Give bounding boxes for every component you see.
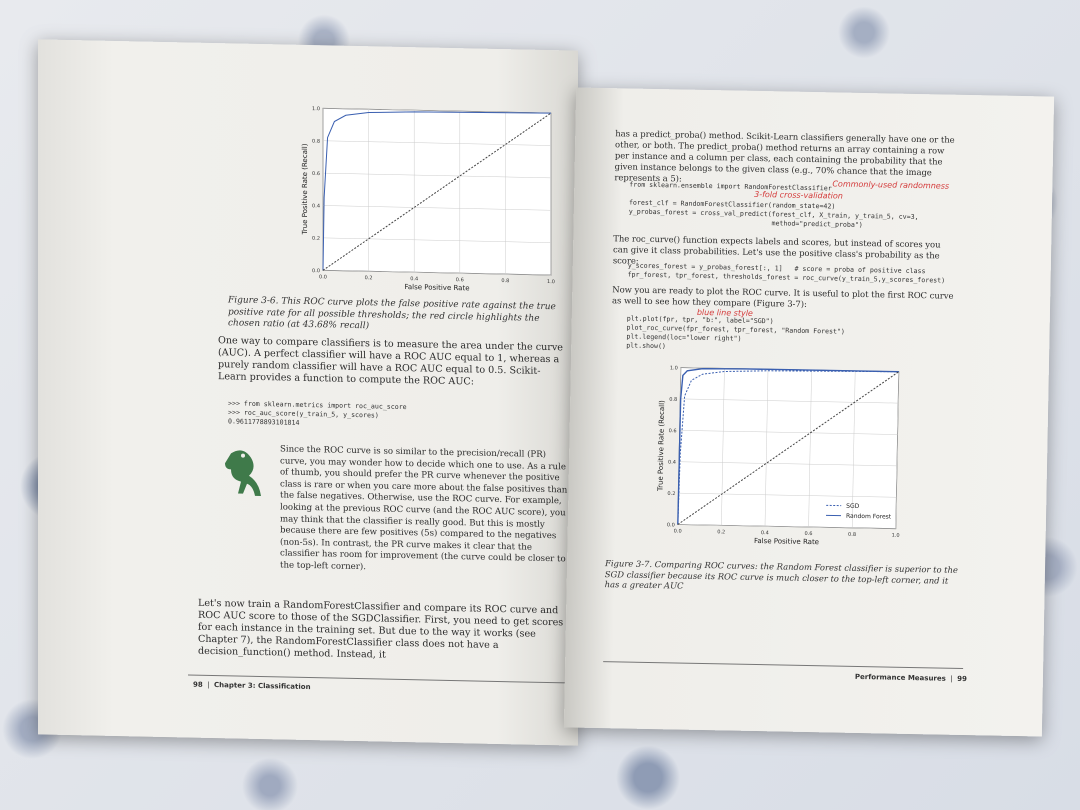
y-axis-label: True Positive Rate (Recall) [656,400,666,492]
series-line-random-forest [677,368,899,525]
series-line [322,111,552,271]
roc-chart-figure-3-6: 0.00.0 0.2 0.2 0.4 0.4 0.6 0.6 0.8 0.8 1.0 1.0 Fals… [301,106,555,292]
series-line [322,112,552,271]
grid-line [323,140,551,146]
x-tick-label: 0.8 [848,532,856,538]
x-tick-label: 0.8 [501,278,509,284]
section-title: Performance Measures [854,672,946,683]
lizard-tip-icon [225,450,261,497]
x-axis-label: False Positive Rate [404,283,469,292]
x-tick-label: 1.0 [892,533,900,539]
series-line [677,371,900,525]
x-tick-label: 0.0 [319,274,327,280]
y-tick-label: 0.2 [667,491,675,497]
plot-paragraph: Now you are ready to plot the ROC curve.… [612,284,954,309]
grid-line [323,172,551,179]
x-tick-label: 0.4 [761,530,769,536]
y-tick-label: 0.0 [667,522,675,528]
x-tick-label: 0.2 [365,275,373,281]
figure-3-7-caption: Figure 3-7. Comparing ROC curves: the Ra… [604,558,959,591]
y-tick-label: 0.6 [312,171,320,177]
y-tick-label: 1.0 [670,365,678,371]
code-line: 0.9611778893101814 [228,417,300,427]
grid-line [323,270,551,276]
left-page: 0.0 0.0 0.2 0.2 0.4 0.4 0.6 0.6 0.8 0.8 1.0 1.0 Fals… [38,39,578,746]
plot-area [322,107,552,276]
plot-code: plt.plot(fpr, tpr, "b:", label="SGD") pl… [626,314,845,354]
random-forest-paragraph: Let's now train a RandomForestClassifier… [198,597,564,661]
y-tick-label: 1.0 [312,106,320,112]
x-tick-label: 0.6 [804,531,812,537]
grid-line [895,371,900,529]
code-line: plt.show() [626,341,667,351]
grid-line [851,370,856,528]
grid-line [323,205,551,211]
y-tick-label: 0.0 [312,268,320,274]
y-tick-label: 0.8 [312,138,320,144]
grid-line [764,369,769,527]
page-number: 98 [193,680,203,689]
grid-line [721,368,725,526]
y-tick-label: 0.4 [668,460,676,466]
handwritten-note-line-style: blue line style [696,307,753,318]
grid-line [680,398,899,404]
footer-rule [603,661,964,670]
tip-paragraph: Since the ROC curve is so similar to the… [280,444,568,573]
right-footer: Performance Measures | 99 [854,672,967,684]
y-tick-label: 0.4 [312,203,320,209]
series-line-sgd [677,370,899,525]
y-tick-label: 0.2 [312,236,320,242]
grid-line [323,237,551,243]
grid-line [679,430,898,435]
figure-3-6-caption: Figure 3-6. This ROC curve plots the fal… [228,295,556,332]
right-page: has a predict_proba() method. Scikit-Lea… [563,87,1055,737]
x-axis-label: False Positive Rate [754,537,819,546]
legend-label: Random Forest [846,513,892,521]
chapter-title: Chapter 3: Classification [214,681,311,692]
roc-comparison-chart-figure-3-7: 0.00.0 0.2 0.2 0.4 0.4 0.6 0.6 0.8 0.8 1.0 1.0 Fals… [656,365,900,546]
x-tick-label: 0.0 [674,528,682,534]
x-tick-label: 0.4 [410,276,418,282]
auc-paragraph: One way to compare classifiers is to mea… [218,335,563,388]
y-tick-label: 0.6 [669,428,677,434]
grid-line [678,492,897,498]
left-footer: 98 | Chapter 3: Classification [193,680,311,692]
y-axis-label: True Positive Rate (Recall) [301,143,309,235]
handwritten-note-cv: 3-fold cross-validation [754,189,843,201]
x-tick-label: 0.6 [456,277,464,283]
grid-line [677,524,896,529]
legend-label: SGD [846,503,860,510]
grid-line [679,461,897,467]
auc-code: >>> from sklearn.metrics import roc_auc_… [228,399,407,430]
x-tick-label: 0.2 [717,529,725,535]
x-tick-label: 1.0 [547,279,555,285]
page-number: 99 [957,674,967,684]
grid-line [808,370,812,528]
y-tick-label: 0.8 [669,397,677,403]
